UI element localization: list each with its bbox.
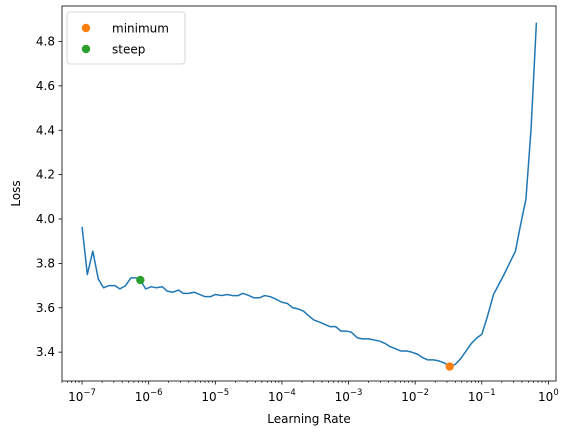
minimum-marker [446,362,454,370]
legend: minimum steep [67,12,185,64]
plot-area [82,23,536,371]
y-tick-label: 4.4 [36,123,55,137]
y-tick-label: 3.8 [36,256,55,270]
x-tick-label: 10−1 [468,388,496,404]
steep-marker [136,276,144,284]
x-tick-label: 10−3 [335,388,363,404]
legend-minimum-swatch [82,24,90,32]
x-tick-label: 10−5 [201,388,229,404]
legend-minimum-label: minimum [112,22,169,36]
x-tick-label: 10−2 [401,388,429,404]
y-tick-label: 3.4 [36,345,55,359]
y-tick-label: 4.2 [36,168,55,182]
x-axis-label: Learning Rate [267,412,350,426]
y-tick-label: 4.6 [36,79,55,93]
x-axis: 10−7 10−6 10−5 10−4 10−3 10−2 10−1 100 [62,381,559,404]
x-tick-label: 100 [538,388,559,404]
x-tick-label: 10−6 [135,388,163,404]
y-axis: 3.4 3.6 3.8 4.0 4.2 4.4 4.6 4.8 [36,35,62,360]
loss-series-line [82,23,536,367]
x-tick-label: 10−4 [268,388,296,404]
legend-steep-swatch [82,45,90,53]
x-tick-label: 10−7 [68,388,96,404]
y-axis-label: Loss [9,180,23,206]
y-tick-label: 4.0 [36,212,55,226]
y-tick-label: 4.8 [36,35,55,49]
y-tick-label: 3.6 [36,301,55,315]
legend-steep-label: steep [112,43,145,57]
